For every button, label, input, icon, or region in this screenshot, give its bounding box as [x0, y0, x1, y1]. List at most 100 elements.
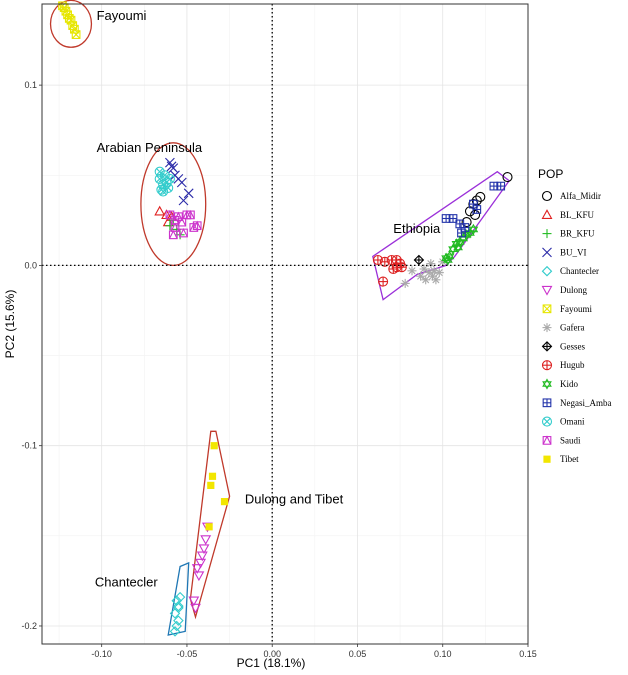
legend-marker-dulong [541, 285, 553, 296]
legend-item-gafera: Gafera [542, 323, 584, 333]
legend-label: Chantecler [560, 266, 599, 276]
point-br-kfu [165, 221, 175, 231]
series-tibet [205, 442, 229, 531]
series-bu-vi [165, 157, 194, 206]
point-alfa-midir [502, 172, 513, 183]
point-hugub [396, 262, 407, 273]
y-tick-label: -0.2 [21, 621, 37, 631]
plot-border [41, 3, 529, 645]
annotation-chantecler: Chantecler [95, 574, 159, 589]
point-kido [468, 223, 479, 235]
annotation-fayoumi: Fayoumi [97, 8, 147, 23]
legend-item-gesses: Gesses [541, 341, 585, 352]
point-gafera [400, 278, 410, 288]
x-tick-label: -0.10 [91, 649, 112, 659]
legend-marker-bl-kfu [541, 209, 553, 219]
annotation-ethiopia: Ethiopia [393, 221, 441, 236]
legend-label: BR_KFU [560, 229, 595, 239]
legend-label: Alfa_Midir [560, 191, 601, 201]
point-dulong [198, 544, 210, 555]
point-kido [453, 241, 463, 253]
x-tick-label: 0.15 [519, 649, 537, 659]
x-tick-label: 0.05 [349, 649, 367, 659]
legend-marker-gafera [542, 323, 552, 333]
legend-marker-br-kfu [542, 229, 552, 239]
hull-dulong-and-tibet [189, 430, 231, 620]
point-gafera [407, 266, 417, 276]
point-saudi [179, 227, 188, 238]
point-saudi [192, 220, 202, 231]
legend-marker-kido [542, 378, 552, 390]
legend-item-alfa-midir: Alfa_Midir [541, 190, 601, 202]
legend-item-saudi: Saudi [542, 435, 581, 445]
point-alfa-midir [470, 209, 481, 220]
hull-fayoumi [49, 0, 93, 48]
legend-marker-tibet [543, 455, 551, 463]
series-fayoumi [58, 1, 81, 39]
x-tick-label: -0.05 [177, 649, 198, 659]
legend-label: Fayoumi [560, 304, 593, 314]
x-tick-label: 0.10 [434, 649, 452, 659]
series-kido [441, 223, 479, 266]
legend-label: Kido [560, 379, 579, 389]
point-gafera [431, 275, 441, 285]
legend-item-fayoumi: Fayoumi [542, 304, 593, 314]
point-dulong [200, 535, 212, 546]
series-saudi [165, 209, 202, 240]
point-alfa-midir [461, 217, 472, 228]
point-omani [158, 186, 169, 197]
y-axis-title: PC2 (15.6%) [3, 290, 17, 359]
x-axis-title: PC1 (18.1%) [237, 656, 306, 670]
legend-item-tibet: Tibet [543, 454, 579, 464]
point-negasi-amba [496, 181, 506, 191]
legend-label: Saudi [560, 435, 581, 445]
legend-label: Gesses [560, 341, 585, 351]
hull-arabian-peninsula [140, 142, 207, 267]
point-bl-kfu [154, 205, 166, 216]
point-chantecler [174, 591, 186, 603]
point-dulong [195, 558, 207, 569]
series-hugub [372, 254, 407, 287]
legend-label: Gafera [560, 323, 584, 333]
point-hugub [378, 276, 389, 287]
legend-label: Hugub [560, 360, 585, 370]
series-gesses [413, 254, 425, 266]
point-saudi [168, 229, 178, 240]
point-tibet [205, 523, 213, 531]
legend-marker-alfa-midir [541, 190, 553, 202]
legend-marker-gesses [541, 341, 553, 352]
group-annotations: Fayoumi Arabian Peninsula Ethiopia Dulong a… [95, 8, 441, 589]
legend-marker-fayoumi [542, 304, 552, 314]
point-fayoumi [68, 21, 78, 30]
point-chantecler [173, 602, 184, 614]
point-bu-vi [176, 177, 187, 188]
point-negasi-amba [457, 228, 466, 238]
legend-item-dulong: Dulong [541, 285, 588, 296]
reference-lines [42, 4, 528, 644]
point-negasi-amba [448, 214, 458, 223]
point-chantecler [171, 620, 182, 632]
point-chantecler [173, 600, 184, 612]
point-bu-vi [178, 195, 189, 206]
legend: POP Alfa_Midir BL_KFU BR_KFU BU_VI Chantecler… [538, 167, 612, 464]
point-gafera [421, 275, 431, 285]
legend-item-bu-vi: BU_VI [542, 247, 587, 257]
legend-label: Dulong [560, 285, 588, 295]
y-tick-label: 0.0 [24, 260, 37, 270]
legend-item-kido: Kido [542, 378, 579, 390]
legend-label: BU_VI [560, 247, 587, 257]
point-omani [164, 173, 175, 184]
legend-item-omani: Omani [541, 416, 585, 427]
legend-label: Tibet [560, 454, 579, 464]
point-alfa-midir [475, 191, 486, 202]
point-dulong [190, 603, 201, 614]
legend-title: POP [538, 167, 563, 181]
point-omani [154, 166, 165, 177]
annotation-arabian-peninsula: Arabian Peninsula [97, 140, 203, 155]
legend-marker-negasi-amba [542, 398, 552, 408]
point-bu-vi [183, 188, 194, 199]
series-chantecler [169, 591, 186, 637]
point-dulong [191, 564, 203, 574]
point-tibet [220, 498, 229, 506]
